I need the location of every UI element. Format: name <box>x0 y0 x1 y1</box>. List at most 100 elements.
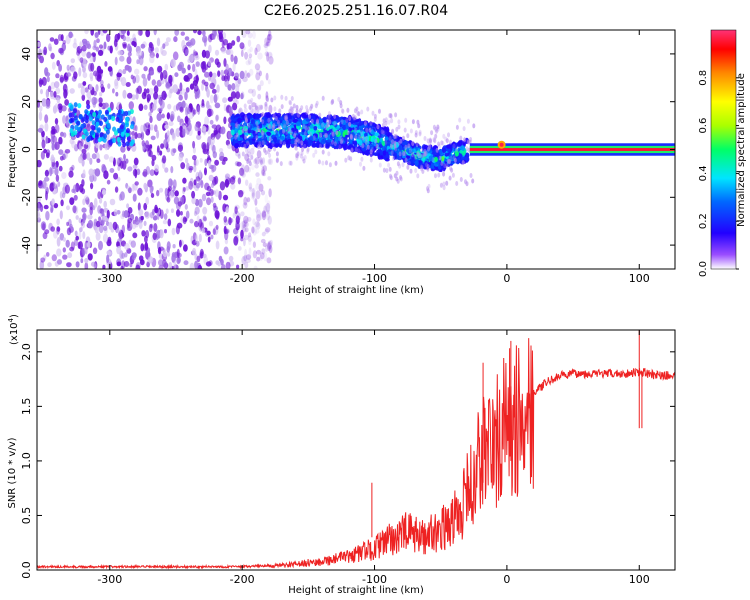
spectrogram-signal-blob <box>245 139 249 144</box>
spectrogram-signal-blob <box>332 126 336 132</box>
spectrogram-noise-blob <box>132 232 138 239</box>
spectrogram-halo-blob <box>325 133 328 139</box>
spectrogram-halo-blob <box>235 132 239 138</box>
spectrogram-noise-blob <box>194 68 198 77</box>
spectrogram-noise-blob <box>248 53 253 59</box>
spectrogram-noise-blob <box>252 187 256 196</box>
spectrogram-noise-blob <box>98 240 103 251</box>
spectrogram-halo-blob <box>407 143 411 149</box>
spectrogram-noise-blob <box>56 237 61 247</box>
spectrogram-signal-blob <box>233 118 237 122</box>
spectrogram-noise-blob <box>126 56 132 65</box>
spectrogram-signal-blob <box>345 131 349 135</box>
spectrogram-noise-blob <box>45 103 51 109</box>
spectrogram-noise-blob <box>179 211 183 216</box>
spectrogram-halo-blob <box>391 129 395 135</box>
spectrogram-halo-blob <box>295 153 298 159</box>
spectrogram-halo-blob <box>344 157 348 163</box>
spectrogram-halo-blob <box>369 120 373 126</box>
spectrogram-signal-blob <box>434 156 438 163</box>
spectrogram-halo-blob <box>436 126 440 132</box>
spectrogram-halo-blob <box>397 119 401 125</box>
spectrogram-noise-blob <box>220 258 224 266</box>
spectrogram-noise-blob <box>240 211 245 217</box>
spectrogram-halo-blob <box>444 136 448 142</box>
spectrogram-signal-blob <box>342 131 346 138</box>
spectrogram-noise-blob <box>255 68 261 75</box>
spectrogram-noise-blob <box>88 168 94 176</box>
spectrogram-noise-blob <box>145 166 151 175</box>
spectrogram-halo-blob <box>420 147 424 153</box>
spectrogram-signal-blob <box>283 125 288 131</box>
spectrogram-noise-blob <box>268 245 273 254</box>
spectrogram-halo-blob <box>411 119 415 125</box>
spectrogram-noise-blob <box>180 31 185 36</box>
spectrogram-noise-blob <box>150 193 155 198</box>
spectrogram-noise-blob <box>254 157 261 165</box>
spectrogram-noise-blob <box>103 102 109 108</box>
spectrogram-halo-blob <box>237 153 241 159</box>
spectrogram-noise-blob <box>204 71 210 78</box>
spectrogram-halo-blob <box>264 150 268 156</box>
spectrogram-halo-blob <box>349 133 353 139</box>
spectrogram-noise-blob <box>165 37 171 43</box>
spectrogram-noise-blob <box>208 159 211 168</box>
spectrogram-noise-blob <box>109 198 116 206</box>
spectrogram-noise-blob <box>133 157 139 166</box>
spectrogram-halo-blob <box>414 168 418 174</box>
spectrogram-halo-blob <box>328 162 332 168</box>
spectrogram-halo-blob <box>248 161 252 167</box>
spectrogram-noise-blob <box>127 219 131 229</box>
spectrogram-noise-blob <box>101 216 106 221</box>
spectrogram-noise-blob <box>127 65 132 73</box>
spectrogram-noise-blob <box>201 61 207 66</box>
spectrogram-halo-blob <box>435 147 439 153</box>
spectrogram-halo-blob <box>246 159 250 165</box>
spectrogram-noise-blob <box>161 90 167 101</box>
spectrogram-halo-blob <box>373 113 377 119</box>
spectrogram-noise-blob <box>197 30 202 36</box>
spectrogram-noise-blob <box>202 144 207 153</box>
spectrogram-noise-blob <box>49 46 53 52</box>
spectrogram-halo-blob <box>430 130 434 136</box>
spectrogram-noise-blob <box>243 107 248 114</box>
spectrogram-noise-blob <box>234 72 239 79</box>
spectrogram-noise-blob <box>232 102 238 111</box>
spectrogram-halo-blob <box>295 137 299 143</box>
spectrogram-noise-blob <box>164 229 167 234</box>
spectrogram-noise-blob <box>149 144 153 149</box>
spectrogram-noise-blob <box>103 200 107 208</box>
spectrogram-noise-blob <box>244 228 247 235</box>
spectrogram-noise-blob <box>176 248 180 258</box>
spectrogram-halo-blob <box>340 119 344 125</box>
snr-x-tick-label: 100 <box>629 573 650 586</box>
spectrogram-noise-blob <box>37 41 41 47</box>
spectrogram-signal-blob <box>292 113 296 120</box>
spectrogram-noise-blob <box>227 96 233 102</box>
spectrogram-noise-blob <box>149 184 154 194</box>
spectrogram-noise-blob <box>215 114 219 122</box>
spectrogram-noise-blob <box>112 157 116 167</box>
spectrogram-noise-blob <box>206 100 210 110</box>
spectrogram-noise-blob <box>84 257 89 264</box>
spectrogram-halo-blob <box>244 134 248 140</box>
spectrogram-halo-blob <box>426 138 430 144</box>
spectrogram-signal-blob <box>381 146 386 151</box>
spectrogram-signal-blob <box>103 133 107 139</box>
spectrogram-noise-blob <box>261 211 267 221</box>
spectrogram-noise-blob <box>240 237 244 242</box>
spectrogram-noise-blob <box>80 258 84 264</box>
spectrogram-noise-blob <box>201 99 205 107</box>
spectrogram-signal-blob <box>73 130 78 136</box>
spectrogram-noise-blob <box>243 219 248 228</box>
spectrogram-halo-blob <box>333 121 337 126</box>
spectrogram-noise-blob <box>216 84 220 93</box>
spectrogram-halo-blob <box>442 171 446 177</box>
spectrogram-halo-blob <box>431 157 435 163</box>
spectrogram-noise-blob <box>245 221 249 228</box>
spectrogram-noise-blob <box>84 242 88 252</box>
spectrogram-noise-blob <box>106 254 110 264</box>
spectrogram-halo-blob <box>427 183 431 189</box>
spectrogram-halo-blob <box>402 135 405 141</box>
spectrogram-noise-blob <box>84 87 89 93</box>
